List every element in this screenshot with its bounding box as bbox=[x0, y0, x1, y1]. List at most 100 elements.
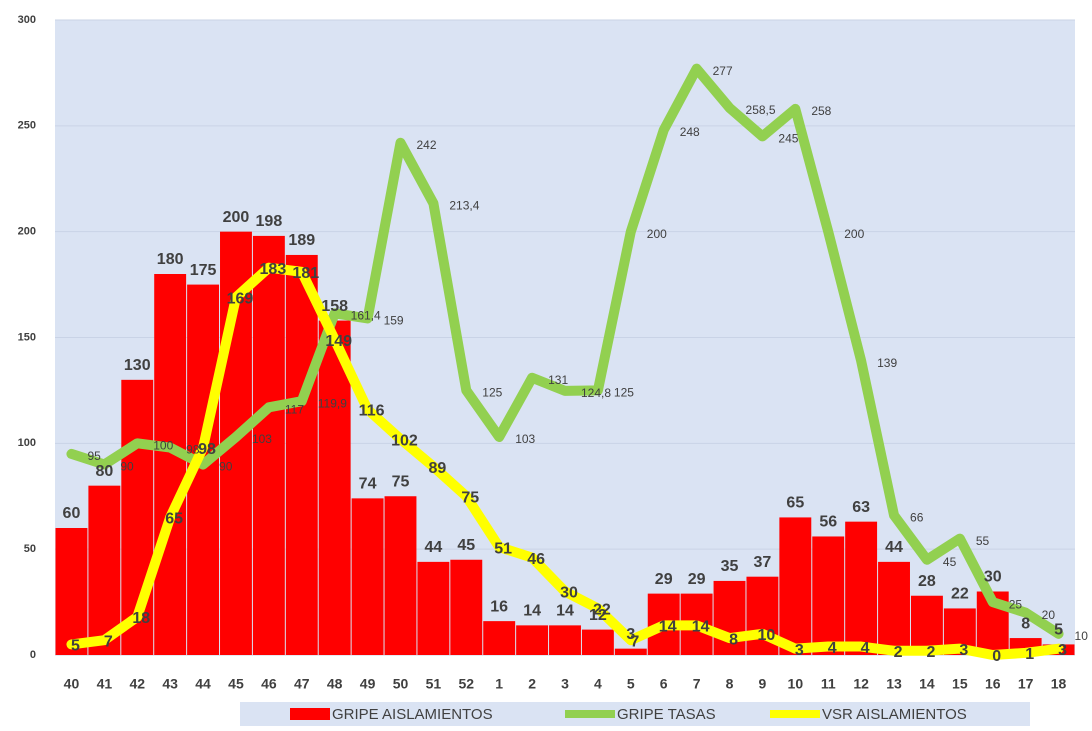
x-tick-label: 12 bbox=[853, 676, 869, 692]
line-value-label: 75 bbox=[461, 489, 479, 506]
line-value-label: 10 bbox=[758, 627, 776, 644]
line-value-label: 90 bbox=[120, 460, 134, 474]
bar-value-label: 37 bbox=[754, 554, 772, 571]
line-value-label: 14 bbox=[692, 619, 710, 636]
line-value-label: 183 bbox=[260, 261, 287, 278]
line-value-label: 213,4 bbox=[449, 198, 479, 212]
bar-value-label: 175 bbox=[190, 262, 217, 279]
bar-value-label: 29 bbox=[655, 571, 673, 588]
line-value-label: 100 bbox=[153, 439, 173, 453]
x-tick-label: 16 bbox=[985, 676, 1001, 692]
x-tick-label: 18 bbox=[1051, 676, 1067, 692]
bar-value-label: 5 bbox=[1054, 622, 1063, 639]
x-tick-label: 43 bbox=[162, 676, 178, 692]
x-tick-label: 4 bbox=[594, 676, 602, 692]
x-tick-label: 2 bbox=[528, 676, 536, 692]
line-value-label: 5 bbox=[71, 638, 80, 655]
bar-value-label: 80 bbox=[95, 463, 113, 480]
line-value-label: 7 bbox=[104, 633, 113, 650]
bar-value-label: 63 bbox=[852, 499, 870, 516]
bar-value-label: 28 bbox=[918, 573, 936, 590]
x-tick-label: 5 bbox=[627, 676, 635, 692]
line-value-label: 200 bbox=[844, 227, 864, 241]
line-value-label: 159 bbox=[384, 314, 404, 328]
x-tick-label: 8 bbox=[726, 676, 734, 692]
line-value-label: 242 bbox=[416, 138, 436, 152]
line-value-label: 1 bbox=[1025, 646, 1034, 663]
line-value-label: 0 bbox=[992, 648, 1001, 665]
x-tick-label: 15 bbox=[952, 676, 968, 692]
line-value-label: 116 bbox=[359, 403, 385, 420]
line-value-label: 102 bbox=[391, 432, 418, 449]
x-tick-label: 47 bbox=[294, 676, 310, 692]
bar-value-label: 158 bbox=[321, 298, 348, 315]
line-value-label: 98 bbox=[186, 443, 200, 457]
y-tick-label: 250 bbox=[18, 120, 36, 132]
line-value-label: 200 bbox=[647, 227, 667, 241]
line-value-label: 4 bbox=[861, 640, 870, 657]
bar bbox=[384, 496, 417, 655]
bar-value-label: 30 bbox=[984, 569, 1002, 586]
line-value-label: 22 bbox=[593, 602, 611, 619]
x-tick-label: 7 bbox=[693, 676, 701, 692]
x-tick-label: 17 bbox=[1018, 676, 1034, 692]
line-value-label: 98 bbox=[198, 441, 216, 458]
x-tick-label: 1 bbox=[495, 676, 503, 692]
line-value-label: 117 bbox=[285, 403, 304, 417]
line-value-label: 3 bbox=[795, 642, 804, 659]
bar bbox=[351, 498, 384, 655]
line-value-label: 119,9 bbox=[318, 396, 347, 410]
legend-label: GRIPE AISLAMIENTOS bbox=[332, 706, 493, 723]
line-value-label: 89 bbox=[428, 460, 446, 477]
x-tick-label: 44 bbox=[195, 676, 211, 692]
bar-value-label: 200 bbox=[223, 209, 250, 226]
y-tick-label: 0 bbox=[30, 649, 36, 661]
bar-value-label: 130 bbox=[124, 357, 151, 374]
x-tick-label: 45 bbox=[228, 676, 244, 692]
line-value-label: 90 bbox=[219, 460, 233, 474]
x-tick-label: 13 bbox=[886, 676, 902, 692]
bar-value-label: 14 bbox=[523, 603, 541, 620]
line-value-label: 245 bbox=[778, 132, 798, 146]
bar bbox=[581, 629, 614, 655]
x-tick-label: 48 bbox=[327, 676, 343, 692]
bar bbox=[878, 561, 910, 655]
line-value-label: 14 bbox=[659, 619, 677, 636]
bar-value-label: 60 bbox=[63, 505, 81, 522]
bar-value-label: 189 bbox=[288, 232, 315, 249]
bar bbox=[483, 621, 516, 655]
x-tick-label: 41 bbox=[97, 676, 113, 692]
bar bbox=[285, 254, 318, 655]
x-tick-label: 50 bbox=[393, 676, 409, 692]
line-value-label: 161,4 bbox=[351, 309, 381, 323]
line-value-label: 124,8 bbox=[581, 386, 611, 400]
line-value-label: 18 bbox=[132, 610, 150, 627]
line-value-label: 181 bbox=[292, 265, 319, 282]
x-tick-label: 49 bbox=[360, 676, 376, 692]
x-tick-label: 52 bbox=[459, 676, 475, 692]
line-value-label: 125 bbox=[482, 386, 502, 400]
x-tick-label: 11 bbox=[821, 676, 836, 692]
bar bbox=[154, 274, 187, 655]
y-tick-label: 100 bbox=[18, 437, 36, 449]
line-value-label: 51 bbox=[494, 540, 512, 557]
line-value-label: 65 bbox=[165, 511, 183, 528]
bar-value-label: 74 bbox=[359, 476, 377, 493]
line-value-label: 277 bbox=[713, 64, 733, 78]
bar bbox=[450, 559, 483, 655]
x-tick-label: 3 bbox=[561, 676, 569, 692]
x-tick-label: 10 bbox=[788, 676, 804, 692]
line-value-label: 139 bbox=[877, 356, 897, 370]
legend-label: VSR AISLAMIENTOS bbox=[822, 706, 967, 723]
line-value-label: 20 bbox=[1042, 608, 1056, 622]
y-tick-label: 200 bbox=[18, 226, 36, 238]
bar-value-label: 45 bbox=[457, 537, 475, 554]
bar bbox=[614, 648, 647, 655]
line-value-label: 125 bbox=[614, 386, 634, 400]
line-value-label: 8 bbox=[729, 631, 738, 648]
line-value-label: 149 bbox=[325, 333, 352, 350]
line-value-label: 25 bbox=[1009, 597, 1023, 611]
line-value-label: 46 bbox=[527, 551, 545, 568]
bar bbox=[318, 320, 351, 655]
line-value-label: 248 bbox=[680, 125, 700, 139]
